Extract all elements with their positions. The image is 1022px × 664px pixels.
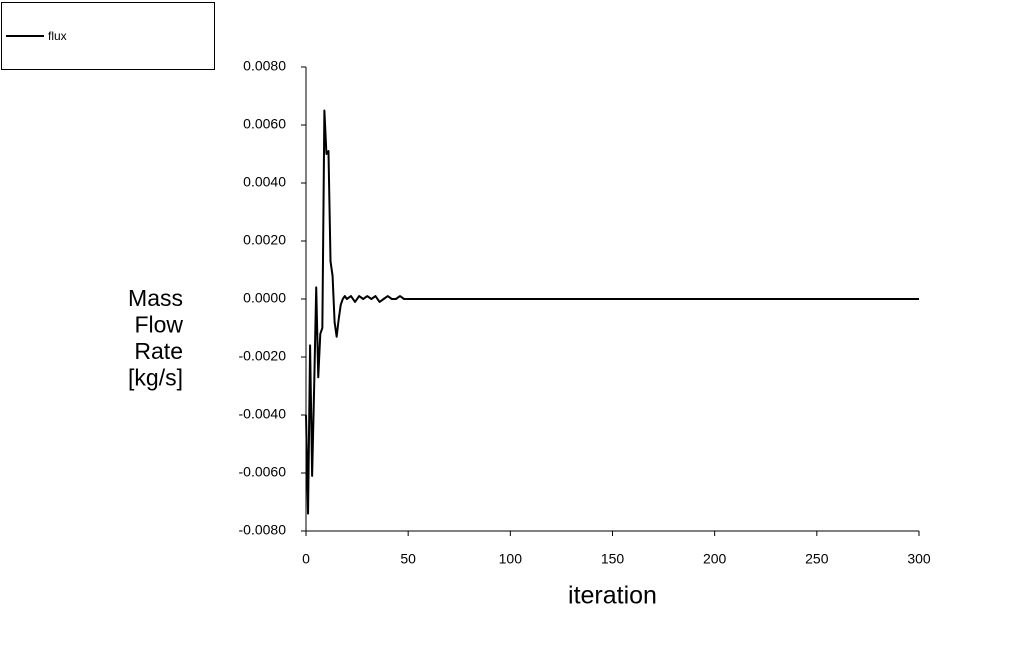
legend-label: flux [48,29,67,43]
y-axis-label: Flow [134,312,183,338]
y-axis-label: Rate [134,338,183,364]
x-tick-label: 0 [302,551,310,567]
y-tick-label: 0.0060 [243,116,286,132]
x-tick-label: 300 [907,551,931,567]
y-tick-label: 0.0080 [243,58,286,74]
y-tick-label: -0.0060 [239,464,287,480]
x-axis-label: iteration [568,582,657,610]
y-tick-label: 0.0020 [243,232,286,248]
y-axis-label: Mass [128,285,183,311]
x-tick-label: 100 [499,551,523,567]
y-tick-label: 0.0000 [243,290,286,306]
y-tick-label: 0.0040 [243,174,286,190]
x-tick-label: 200 [703,551,727,567]
y-tick-label: -0.0040 [239,406,287,422]
x-tick-label: 250 [805,551,829,567]
data-line [305,109,919,515]
y-tick-label: -0.0080 [239,522,287,538]
x-tick-label: 50 [400,551,416,567]
y-axis-label: [kg/s] [128,365,183,391]
y-tick-label: -0.0020 [239,348,287,364]
legend-box [1,2,215,70]
x-tick-label: 150 [601,551,625,567]
